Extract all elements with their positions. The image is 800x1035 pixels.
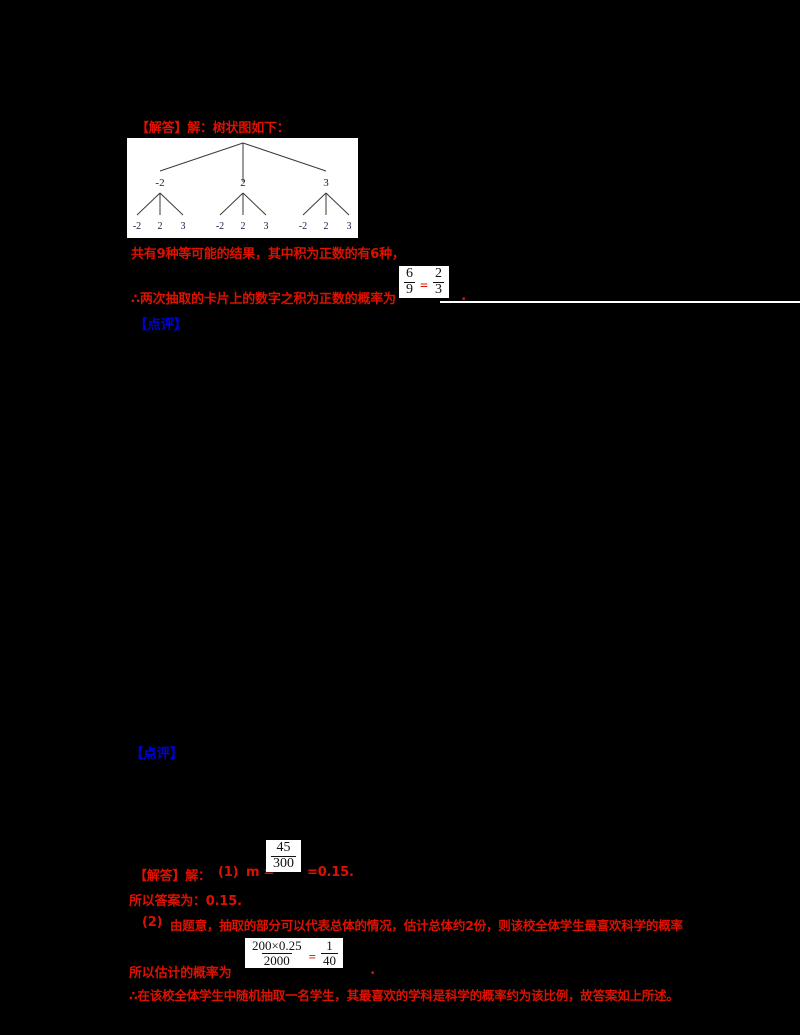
fraction-denominator: 9 <box>404 281 415 297</box>
fraction-denominator: 40 <box>321 952 339 968</box>
solution-heading-1: 【解答】解：树状图如下： <box>136 121 290 136</box>
answer-prefix-3: 【解答】解： <box>134 869 211 884</box>
fraction-denominator: 3 <box>432 281 444 297</box>
tree-leaf-label: -2 <box>133 221 141 232</box>
final-line-3: ∴在该校全体学生中随机抽取一名学生，其最喜欢的学科是科学的概率约为该比例，故答案… <box>129 988 679 1003</box>
fraction-denominator: 2000 <box>261 952 292 968</box>
tree-node-2-label: 2 <box>240 177 246 189</box>
fraction-right: 1 40 <box>318 939 341 967</box>
item-one-fraction: 45 300 <box>266 840 301 873</box>
fraction-numerator: 200×0.25 <box>252 938 302 953</box>
tree-leaf-label: 3 <box>347 221 352 232</box>
item-one-result: =0.15. <box>307 865 354 880</box>
item-one-label: (1) <box>218 865 239 880</box>
tree-svg: -2 2 3 -2 2 3 -2 2 3 -2 2 3 <box>133 142 352 232</box>
equals-sign: = <box>418 279 430 296</box>
item-two-text: 由题意，抽取的部分可以代表总体的情况，估计总体约2份，则该校全体学生最喜欢科学的… <box>170 918 683 933</box>
tree-leaf-label: -2 <box>216 221 224 232</box>
tree-leaf-label: 2 <box>324 221 329 232</box>
tree-leaf-label: 3 <box>264 221 269 232</box>
answer-line-3: 所以答案为：0.15. <box>129 894 242 909</box>
tree-node-3-label: 3 <box>323 177 329 189</box>
fraction-left: 200×0.25 2000 <box>247 939 307 967</box>
probability-line-1: ∴两次抽取的卡片上的数字之积为正数的概率为 <box>131 292 396 307</box>
item-two-fraction: 200×0.25 2000 = 1 40 <box>245 938 344 969</box>
fraction-denominator: 300 <box>271 855 296 871</box>
fraction-left: 6 9 <box>401 266 418 297</box>
item-two-label: (2) <box>142 915 163 930</box>
probability-fraction-1: 6 9 = 2 3 <box>399 266 449 299</box>
comment-label-1: 【点评】 <box>134 317 188 333</box>
tree-leaf-label: 2 <box>158 221 163 232</box>
tree-node-1-label: -2 <box>155 177 164 189</box>
comment-label-2: 【点评】 <box>130 746 184 762</box>
fraction-numerator: 6 <box>406 266 413 281</box>
tree-leaf-label: 2 <box>241 221 246 232</box>
item-two-prefix: 所以估计的概率为 <box>129 966 232 981</box>
fraction-numerator: 1 <box>326 938 333 953</box>
fraction-numerator: 2 <box>434 266 442 281</box>
tree-leaf-label: -2 <box>299 221 307 232</box>
fraction-right: 2 3 <box>430 266 447 297</box>
probability-tree-diagram: -2 2 3 -2 2 3 -2 2 3 -2 2 3 <box>127 138 358 238</box>
fraction-value: 45 300 <box>268 840 299 871</box>
fraction-numerator: 45 <box>276 840 291 855</box>
tree-leaf-label: 3 <box>181 221 186 232</box>
probability-period-1: . <box>461 288 467 304</box>
result-line-1: 共有9种等可能的结果，其中积为正数的有6种， <box>131 247 405 262</box>
item-two-period: . <box>370 962 376 978</box>
equals-sign: = <box>306 949 319 966</box>
scan-hairline <box>440 301 800 303</box>
